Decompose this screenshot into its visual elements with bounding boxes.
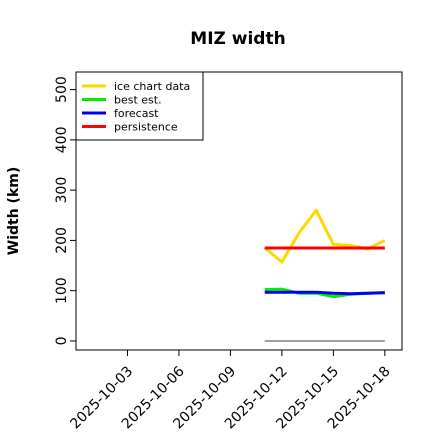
y-tick-label: 100 xyxy=(54,277,70,304)
legend-label: forecast xyxy=(114,107,159,120)
plot-area xyxy=(263,208,386,342)
y-tick-label: 400 xyxy=(54,126,70,153)
legend-label: best est. xyxy=(114,94,162,107)
legend-label: persistence xyxy=(114,121,178,134)
y-tick-label: 0 xyxy=(54,336,70,345)
y-tick-label: 500 xyxy=(54,76,70,103)
y-axis-label: Width (km) xyxy=(6,167,22,256)
legend-label: ice chart data xyxy=(114,80,190,93)
y-tick-label: 300 xyxy=(54,177,70,204)
chart-title: MIZ width xyxy=(190,29,285,49)
y-tick-label: 200 xyxy=(54,227,70,254)
series-line-forecast xyxy=(264,290,385,296)
legend-box xyxy=(75,71,204,141)
plot-frame xyxy=(75,71,403,351)
